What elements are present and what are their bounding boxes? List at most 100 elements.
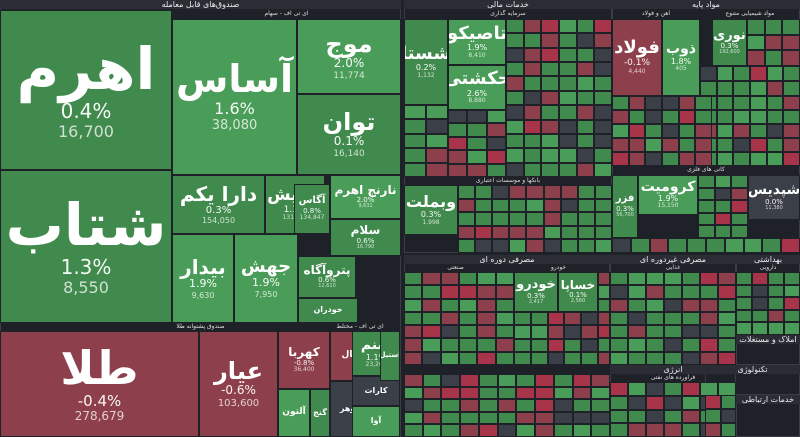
stock-cell[interactable] [553, 374, 573, 387]
stock-cell[interactable] [523, 19, 542, 34]
stock-cell[interactable] [495, 338, 514, 352]
stock-cell[interactable] [458, 225, 476, 240]
stock-cell[interactable] [628, 423, 646, 437]
stock-cell[interactable] [664, 285, 682, 299]
stock-cell[interactable] [541, 33, 559, 48]
stock-cell[interactable] [564, 338, 582, 352]
sector-header[interactable]: املاک و مستغلات [736, 335, 800, 344]
stock-cell[interactable] [718, 298, 736, 312]
stock-cell[interactable] [541, 76, 559, 91]
stock-cell[interactable] [497, 411, 517, 425]
stock-cell[interactable] [736, 309, 752, 323]
stock-cell[interactable] [714, 175, 732, 188]
stock-cell[interactable] [716, 96, 734, 110]
stock-tile[interactable]: بیدار 1.9% 9,630 [172, 234, 234, 323]
stock-cell[interactable] [610, 395, 628, 410]
sector-header[interactable]: انرژی [610, 365, 736, 374]
stock-cell[interactable] [700, 298, 718, 312]
stock-cell[interactable] [506, 119, 524, 134]
stock-cell[interactable] [460, 386, 479, 400]
stock-cell[interactable] [736, 284, 752, 298]
stock-cell[interactable] [628, 395, 646, 410]
stock-cell[interactable] [422, 351, 441, 365]
stock-cell[interactable] [523, 105, 542, 120]
stock-cell[interactable] [591, 374, 610, 387]
stock-cell[interactable] [736, 272, 752, 285]
stock-cell[interactable] [486, 163, 506, 177]
stock-cell[interactable] [645, 124, 662, 138]
stock-cell[interactable] [716, 110, 734, 124]
stock-cell[interactable] [535, 399, 554, 412]
stock-cell[interactable] [700, 81, 717, 96]
stock-cell[interactable] [553, 424, 573, 437]
stock-cell[interactable] [731, 212, 748, 226]
stock-cell[interactable] [509, 239, 527, 253]
stock-cell[interactable] [492, 185, 510, 199]
stock-cell[interactable] [682, 423, 700, 437]
stock-tile[interactable]: استیل [380, 331, 400, 381]
stock-cell[interactable] [422, 311, 441, 326]
stock-cell[interactable] [664, 298, 682, 312]
stock-cell[interactable] [404, 325, 423, 339]
stock-cell[interactable] [576, 105, 595, 120]
stock-cell[interactable] [733, 138, 750, 152]
stock-cell[interactable] [467, 136, 487, 151]
stock-cell[interactable] [695, 124, 712, 138]
stock-cell[interactable] [731, 175, 748, 188]
stock-cell[interactable] [628, 409, 646, 424]
stock-cell[interactable] [492, 225, 510, 240]
stock-cell[interactable] [497, 386, 517, 400]
stock-cell[interactable] [664, 409, 682, 424]
stock-cell[interactable] [506, 33, 524, 48]
stock-cell[interactable] [572, 386, 592, 400]
stock-cell[interactable] [506, 162, 524, 177]
stock-cell[interactable] [766, 124, 784, 138]
stock-cell[interactable] [594, 76, 612, 91]
stock-cell[interactable] [535, 386, 554, 400]
stock-cell[interactable] [477, 272, 496, 286]
stock-cell[interactable] [448, 163, 468, 177]
stock-cell[interactable] [646, 395, 664, 410]
stock-cell[interactable] [478, 399, 498, 412]
stock-cell[interactable] [541, 148, 559, 163]
stock-tile[interactable]: کهربا -0.8% 36,400 [278, 331, 330, 389]
stock-cell[interactable] [646, 285, 664, 299]
stock-cell[interactable] [526, 198, 544, 213]
stock-cell[interactable] [577, 225, 595, 240]
stock-cell[interactable] [426, 105, 448, 120]
stock-cell[interactable] [581, 325, 598, 339]
stock-cell[interactable] [664, 351, 682, 365]
stock-cell[interactable] [495, 298, 514, 312]
stock-cell[interactable] [784, 297, 800, 310]
stock-cell[interactable] [572, 411, 592, 425]
stock-cell[interactable] [559, 47, 577, 63]
stock-cell[interactable] [594, 119, 612, 134]
stock-cell[interactable] [577, 239, 595, 253]
stock-cell[interactable] [506, 47, 524, 63]
stock-cell[interactable] [458, 239, 476, 253]
stock-cell[interactable] [594, 33, 612, 48]
stock-cell[interactable] [553, 399, 573, 412]
stock-cell[interactable] [477, 311, 496, 326]
stock-cell[interactable] [404, 133, 426, 149]
stock-cell[interactable] [733, 96, 750, 110]
stock-cell[interactable] [594, 239, 612, 253]
stock-cell[interactable] [486, 123, 506, 137]
stock-cell[interactable] [576, 90, 595, 106]
stock-cell[interactable] [594, 90, 612, 106]
stock-cell[interactable] [448, 110, 468, 124]
stock-cell[interactable] [718, 382, 736, 396]
stock-tile[interactable]: حکشتی2.6%8,880 [448, 65, 506, 110]
stock-cell[interactable] [591, 424, 610, 437]
stock-cell[interactable] [598, 298, 610, 312]
stock-tile[interactable]: توان 0.1% 16,140 [297, 94, 401, 175]
stock-cell[interactable] [610, 311, 628, 326]
stock-cell[interactable] [628, 351, 646, 365]
stock-cell[interactable] [718, 311, 736, 326]
stock-cell[interactable] [404, 424, 423, 437]
stock-cell[interactable] [733, 124, 750, 138]
stock-cell[interactable] [440, 285, 459, 299]
stock-cell[interactable] [516, 424, 536, 437]
stock-cell[interactable] [610, 423, 628, 437]
stock-cell[interactable] [752, 297, 768, 310]
